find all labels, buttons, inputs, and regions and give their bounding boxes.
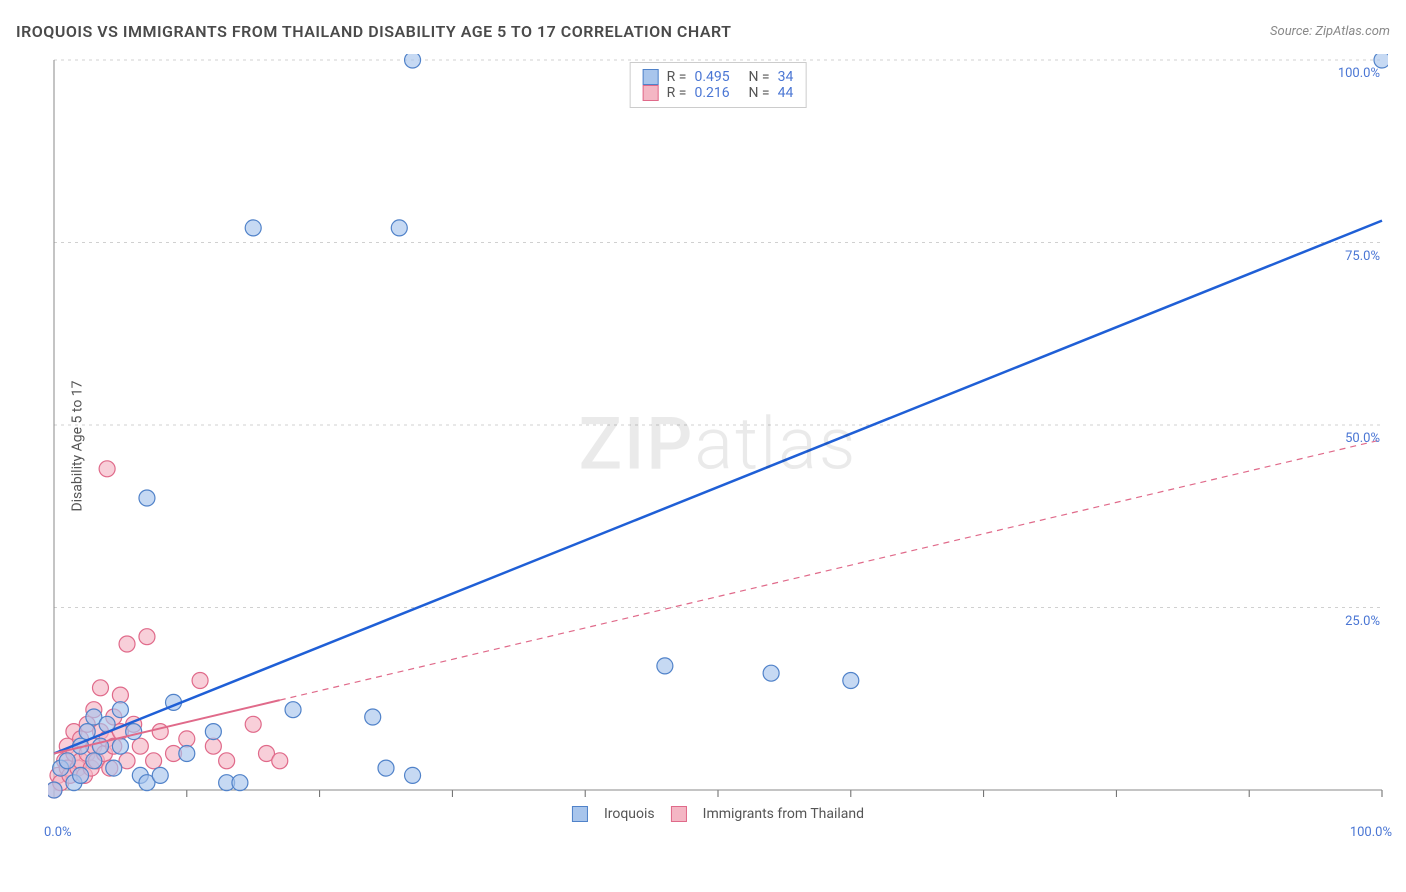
chart-header: IROQUOIS VS IMMIGRANTS FROM THAILAND DIS… [16, 22, 1390, 41]
legend-row-thailand: R = 0.216 N = 44 [643, 85, 794, 101]
n-label: N = [748, 85, 769, 101]
y-tick-100: 100.0% [1338, 66, 1380, 81]
y-tick-75: 75.0% [1345, 249, 1380, 264]
y-tick-50: 50.0% [1345, 431, 1380, 446]
x-tick-100: 100.0% [1350, 825, 1392, 840]
series-label-thailand: Immigrants from Thailand [703, 806, 864, 822]
chart-area: ZIPatlas R = 0.495 N = 34 R = 0.216 N = … [48, 54, 1388, 834]
n-value: 34 [778, 69, 794, 85]
correlation-legend: R = 0.495 N = 34 R = 0.216 N = 44 [630, 62, 807, 108]
x-tick-0: 0.0% [44, 825, 72, 840]
r-value: 0.216 [694, 85, 740, 101]
scatter-chart-svg [48, 54, 1388, 834]
y-tick-25: 25.0% [1345, 614, 1380, 629]
swatch-thailand-bottom [671, 806, 687, 822]
r-value: 0.495 [694, 69, 740, 85]
legend-row-iroquois: R = 0.495 N = 34 [643, 69, 794, 85]
series-legend: Iroquois Immigrants from Thailand [572, 806, 864, 822]
n-value: 44 [778, 85, 794, 101]
swatch-iroquois [643, 69, 659, 85]
source-attribution: Source: ZipAtlas.com [1270, 24, 1390, 39]
series-label-iroquois: Iroquois [604, 806, 655, 822]
r-label: R = [667, 85, 687, 101]
chart-title: IROQUOIS VS IMMIGRANTS FROM THAILAND DIS… [16, 22, 732, 41]
swatch-thailand [643, 85, 659, 101]
swatch-iroquois-bottom [572, 806, 588, 822]
r-label: R = [667, 69, 687, 85]
n-label: N = [748, 69, 769, 85]
